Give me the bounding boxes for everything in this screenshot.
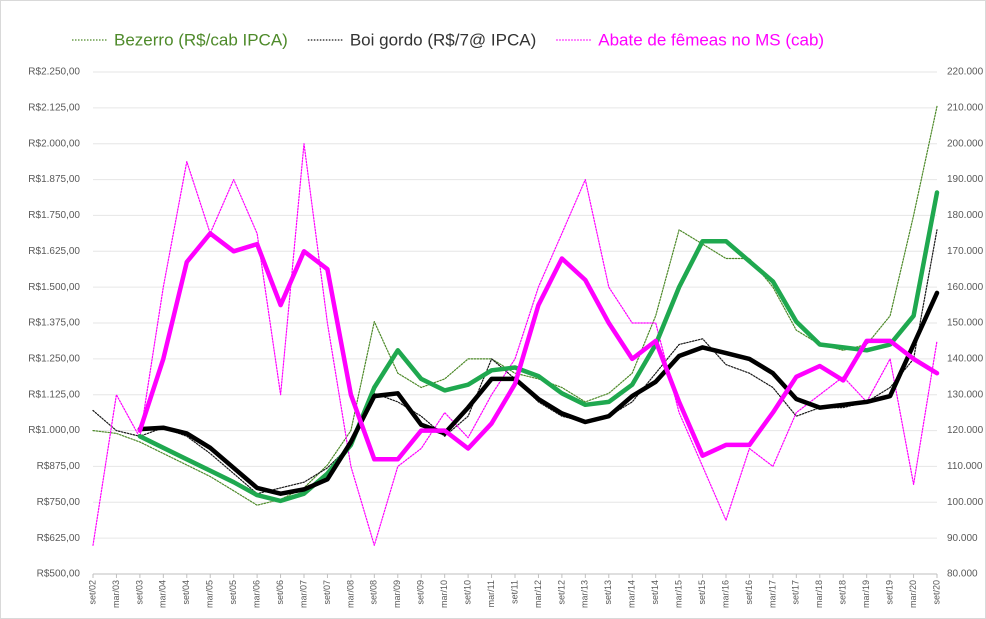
y-tick-label: R$1.500,00 [28, 282, 80, 293]
x-tick-label: mar/03 [111, 580, 121, 608]
x-tick-label: mar/05 [205, 580, 215, 608]
x-tick-label: mar/10 [439, 580, 449, 608]
y-tick-label: R$2.250,00 [28, 67, 80, 78]
y-tick-label: R$875,00 [37, 461, 81, 472]
y2-tick-label: 170.000 [947, 246, 984, 257]
x-tick-label: set/04 [181, 580, 191, 605]
y-tick-label: R$1.375,00 [28, 318, 80, 329]
y-tick-label: R$750,00 [37, 497, 81, 508]
y2-tick-label: 160.000 [947, 282, 984, 293]
x-tick-label: mar/16 [720, 580, 730, 608]
x-tick-label: set/18 [838, 580, 848, 605]
x-tick-label: mar/17 [767, 580, 777, 608]
y-tick-label: R$1.250,00 [28, 353, 80, 364]
y2-tick-label: 220.000 [947, 67, 984, 78]
y-tick-label: R$1.125,00 [28, 389, 80, 400]
x-tick-label: set/07 [322, 580, 332, 605]
x-tick-label: mar/06 [251, 580, 261, 608]
x-tick-label: mar/12 [533, 580, 543, 608]
x-tick-label: mar/18 [814, 580, 824, 608]
x-tick-label: mar/09 [392, 580, 402, 608]
y-tick-label: R$1.625,00 [28, 246, 80, 257]
y2-tick-label: 190.000 [947, 174, 984, 185]
y-tick-label: R$500,00 [37, 569, 81, 580]
x-tick-label: set/19 [884, 580, 894, 605]
x-tick-label: set/20 [931, 580, 941, 605]
x-tick-label: mar/08 [345, 580, 355, 608]
y-tick-label: R$2.000,00 [28, 138, 80, 149]
x-tick-label: mar/19 [861, 580, 871, 608]
y2-tick-label: 200.000 [947, 138, 984, 149]
x-tick-label: mar/20 [908, 580, 918, 608]
raw-line [92, 105, 938, 506]
y2-tick-label: 150.000 [947, 318, 984, 329]
x-tick-label: mar/07 [298, 580, 308, 608]
x-tick-label: set/13 [603, 580, 613, 605]
y2-tick-label: 100.000 [947, 497, 984, 508]
trend-line [137, 190, 940, 504]
y-tick-label: R$1.750,00 [28, 210, 80, 221]
x-tick-label: set/17 [791, 580, 801, 605]
y2-tick-label: 90.000 [947, 533, 978, 544]
x-tick-label: set/03 [134, 580, 144, 605]
legend: Bezerro (R$/cab IPCA) Boi gordo (R$/7@ IP… [72, 30, 824, 49]
y2-tick-label: 140.000 [947, 353, 984, 364]
x-tick-label: set/11 [509, 580, 519, 604]
trend-line [137, 290, 940, 496]
x-tick-label: mar/11 [486, 580, 496, 607]
raw-line [92, 143, 938, 546]
x-tick-label: set/10 [462, 580, 472, 605]
x-tick-label: set/08 [369, 580, 379, 605]
y2-tick-label: 120.000 [947, 425, 984, 436]
legend-label: Abate de fêmeas no MS (cab) [598, 30, 824, 49]
x-tick-label: set/16 [744, 580, 754, 605]
x-tick-label: set/06 [275, 580, 285, 605]
legend-label: Bezerro (R$/cab IPCA) [114, 30, 288, 49]
x-tick-label: set/09 [416, 580, 426, 605]
y2-tick-label: 110.000 [947, 461, 983, 472]
y-tick-label: R$2.125,00 [28, 102, 80, 113]
x-tick-label: set/05 [228, 580, 238, 605]
x-tick-label: mar/15 [673, 580, 683, 608]
y2-tick-label: 180.000 [947, 210, 984, 221]
x-tick-label: set/15 [697, 580, 707, 605]
y2-tick-label: 130.000 [947, 389, 984, 400]
y-tick-label: R$1.000,00 [28, 425, 80, 436]
x-tick-label: mar/04 [158, 580, 168, 608]
x-tick-label: mar/13 [580, 580, 590, 608]
trend-line [137, 231, 940, 462]
x-tick-label: set/14 [650, 580, 660, 605]
y2-tick-label: 210.000 [947, 102, 984, 113]
x-tick-label: set/02 [87, 580, 97, 605]
x-tick-label: set/12 [556, 580, 566, 605]
y2-tick-label: 80.000 [947, 569, 978, 580]
x-tick-label: mar/14 [627, 580, 637, 608]
y-tick-label: R$625,00 [37, 533, 81, 544]
legend-label: Boi gordo (R$/7@ IPCA) [350, 30, 536, 49]
y-tick-label: R$1.875,00 [28, 174, 80, 185]
